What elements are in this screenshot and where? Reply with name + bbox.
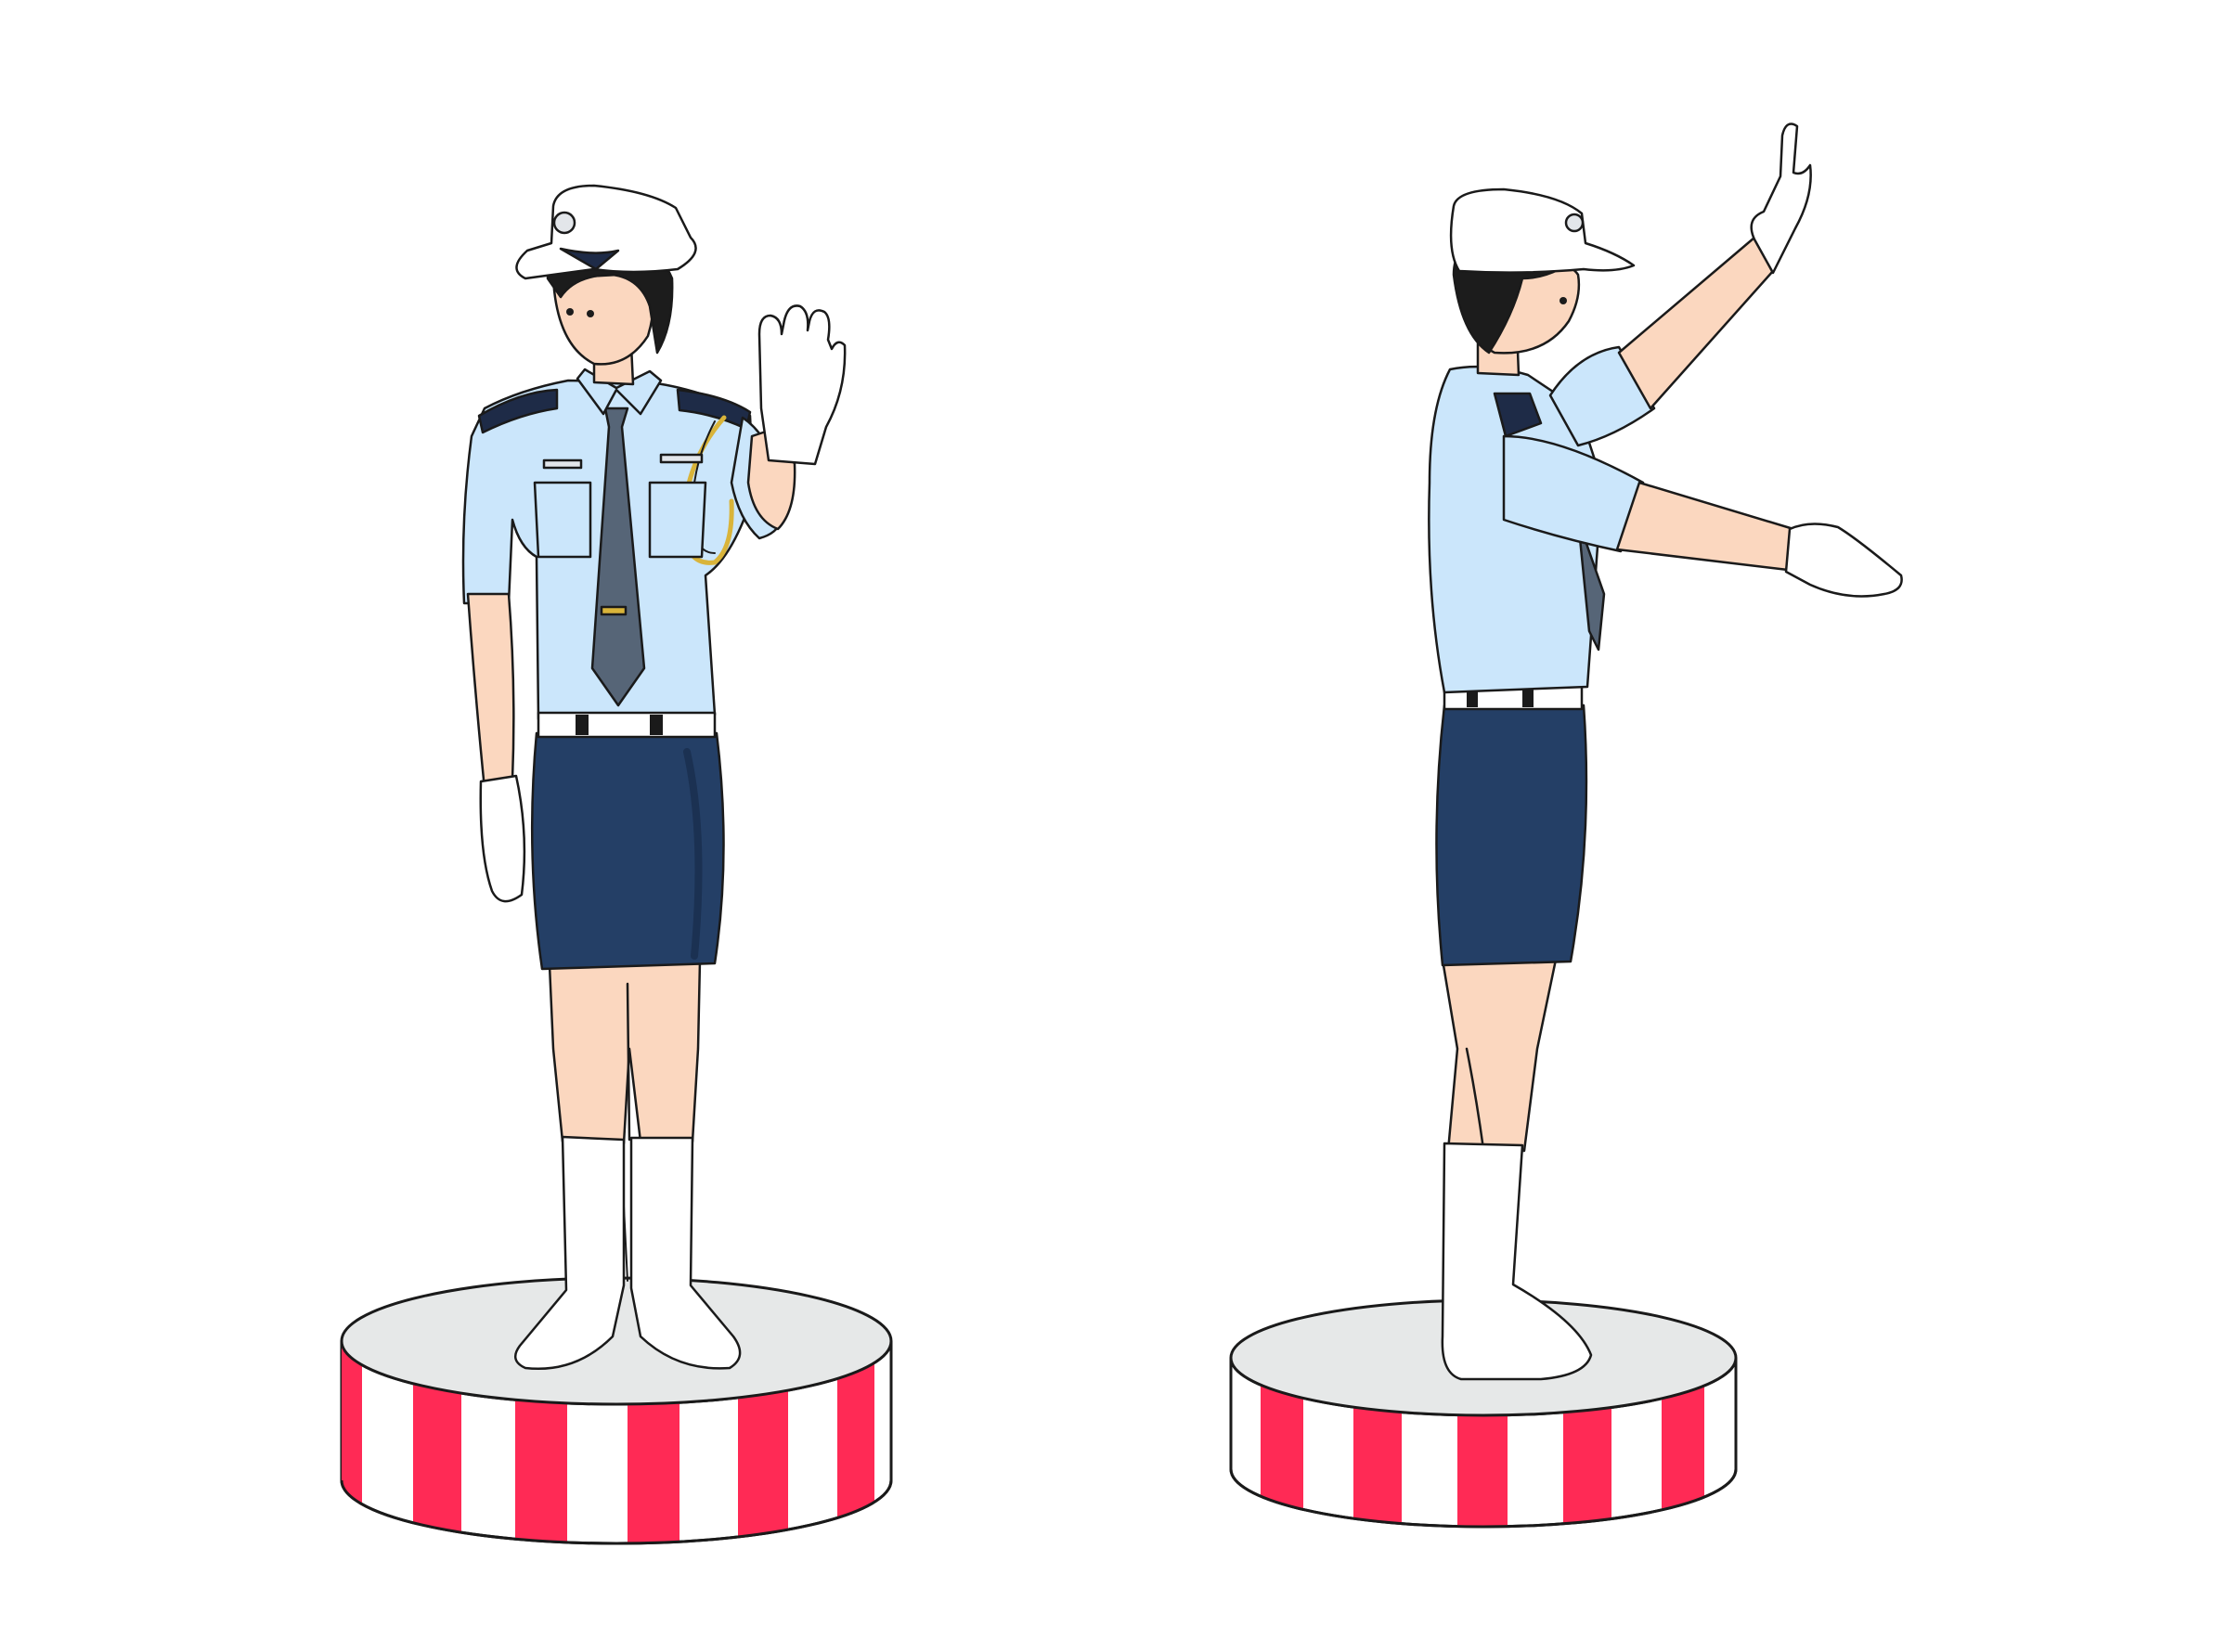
left-figure-legs — [548, 959, 702, 1145]
left-figure-stop-glove — [757, 304, 847, 466]
right-figure-hat — [1449, 187, 1636, 274]
left-figure-lower-glove — [479, 774, 526, 903]
officer-side-figure — [1428, 123, 1903, 1381]
left-figure-tie — [590, 407, 646, 707]
officer-front-figure — [461, 184, 847, 1370]
right-figure-boot — [1441, 1142, 1593, 1381]
right-figure-raised-arm — [1617, 236, 1775, 410]
right-figure-skirt — [1435, 703, 1588, 967]
left-figure-skirt — [530, 731, 725, 971]
right-figure-extended-glove — [1784, 523, 1903, 598]
right-figure-extended-arm — [1615, 481, 1795, 572]
boot-right — [629, 1136, 742, 1370]
left-figure-hanging-arm — [466, 592, 515, 791]
right-figure-hat-badge — [1564, 213, 1585, 233]
left-figure-hat — [515, 184, 697, 280]
right-figure-legs — [1441, 958, 1558, 1153]
platform-left — [340, 1276, 893, 1545]
right-figure-raised-glove — [1750, 123, 1812, 275]
right-figure-epaulette — [1493, 392, 1543, 438]
hat-badge — [552, 211, 576, 235]
epaulette-left — [477, 388, 559, 434]
boot-left — [513, 1135, 626, 1370]
left-figure-belt — [537, 711, 717, 739]
